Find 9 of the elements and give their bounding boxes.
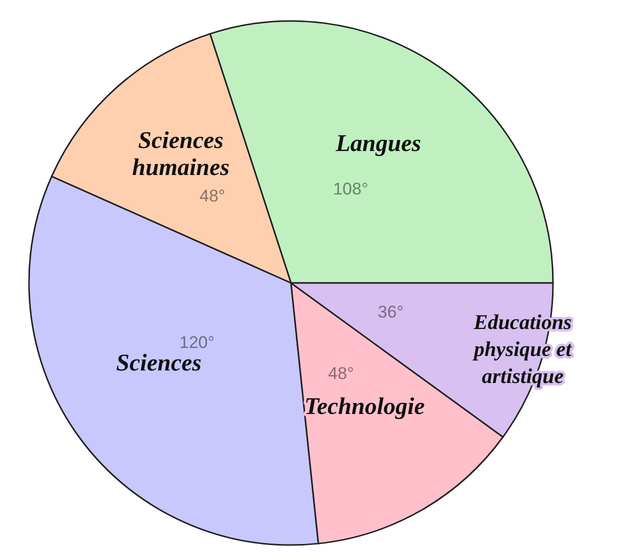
slice-label: Sciences xyxy=(116,350,202,376)
slice-label: Technologie xyxy=(304,394,426,420)
slice-label: Langues xyxy=(334,130,422,157)
data-label: 48° xyxy=(200,186,226,206)
data-label: 120° xyxy=(179,333,215,352)
data-label: 48° xyxy=(328,364,354,383)
data-label: 108° xyxy=(333,179,368,198)
data-label: 36° xyxy=(378,302,404,322)
slice-label: Sciences humaines xyxy=(132,128,230,182)
